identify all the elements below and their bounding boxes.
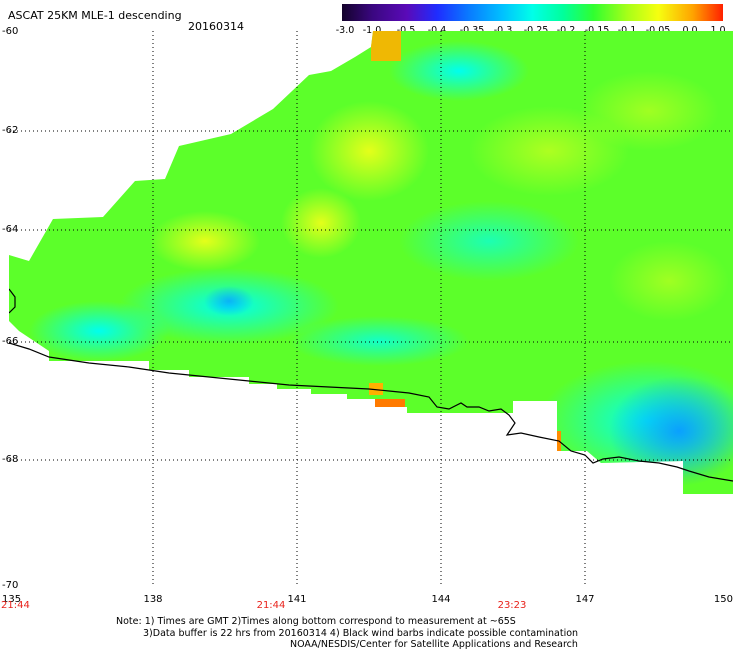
- longitude-label: 135: [2, 594, 22, 605]
- colorbar-tick-label: -0.35: [459, 25, 485, 36]
- map-title: ASCAT 25KM MLE-1 descending: [8, 9, 182, 22]
- latitude-label: -70: [2, 580, 19, 591]
- graticule: [9, 31, 733, 587]
- longitude-label: 141: [287, 594, 307, 605]
- latitude-label: -66: [2, 336, 19, 347]
- coastline: [9, 288, 733, 482]
- colorbar-tick-label: -0.3: [493, 25, 513, 36]
- colorbar-tick-label: -0.15: [584, 25, 610, 36]
- note-line-3: NOAA/NESDIS/Center for Satellite Applica…: [290, 639, 578, 650]
- latitude-label: -64: [2, 224, 19, 235]
- colorbar-tick-label: -0.4: [427, 25, 447, 36]
- colorbar-tick-label: -0.05: [645, 25, 671, 36]
- gmt-time-label: 23:23: [497, 600, 527, 611]
- latitude-label: -60: [2, 26, 19, 37]
- colorbar-tick-label: -1.0: [362, 25, 382, 36]
- sea-ice-map: [9, 31, 733, 587]
- note-line-1: Note: 1) Times are GMT 2)Times along bot…: [116, 616, 516, 627]
- longitude-label: 150: [713, 594, 733, 605]
- latitude-label: -68: [2, 454, 19, 465]
- colorbar-tick-label: 0.0: [682, 25, 698, 36]
- colorbar-tick-label: -0.1: [617, 25, 637, 36]
- latitude-label: -62: [2, 125, 19, 136]
- map-date: 20160314: [188, 20, 244, 33]
- colorbar-tick-label: 1.0: [710, 25, 726, 36]
- colorbar-tick-label: -0.25: [523, 25, 549, 36]
- longitude-label: 144: [431, 594, 451, 605]
- colorbar-tick-label: -0.2: [556, 25, 576, 36]
- backscatter-swath: [9, 31, 733, 494]
- colorbar-tick-label: -3.0: [335, 25, 355, 36]
- longitude-label: 147: [575, 594, 595, 605]
- gmt-time-label: 21:44: [256, 600, 286, 611]
- colorbar-tick-label: -0.5: [396, 25, 416, 36]
- gmt-time-label: 21:44: [1, 600, 30, 611]
- longitude-label: 138: [143, 594, 163, 605]
- colorbar: [342, 4, 723, 21]
- note-line-2: 3)Data buffer is 22 hrs from 20160314 4)…: [143, 628, 579, 639]
